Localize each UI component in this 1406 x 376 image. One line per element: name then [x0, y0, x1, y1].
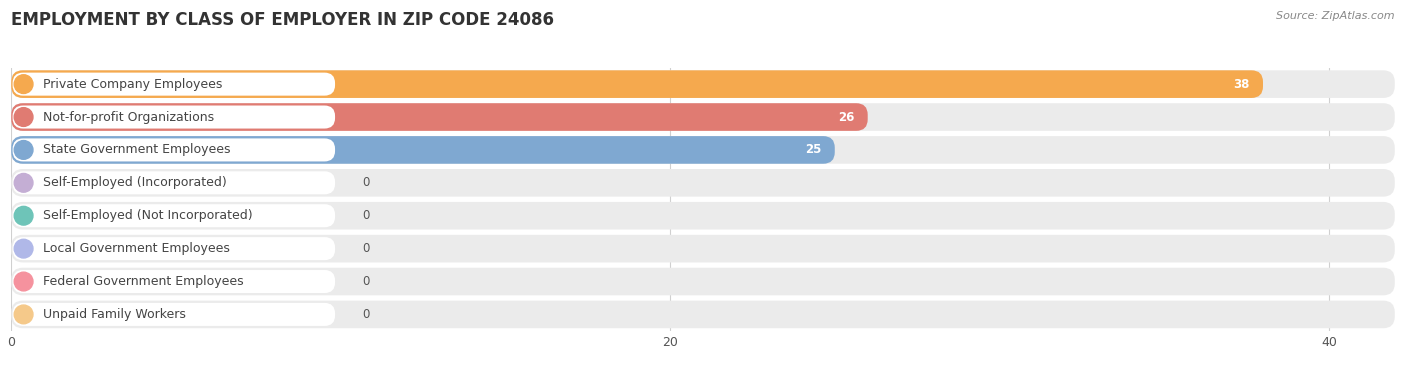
Text: Self-Employed (Incorporated): Self-Employed (Incorporated) [42, 176, 226, 190]
FancyBboxPatch shape [11, 169, 1395, 197]
FancyBboxPatch shape [13, 204, 335, 227]
Text: 0: 0 [363, 242, 370, 255]
Text: 0: 0 [363, 176, 370, 190]
FancyBboxPatch shape [11, 136, 1395, 164]
Text: 0: 0 [363, 275, 370, 288]
FancyBboxPatch shape [13, 303, 335, 326]
FancyBboxPatch shape [13, 138, 335, 161]
Circle shape [14, 173, 32, 192]
Text: 38: 38 [1233, 77, 1250, 91]
FancyBboxPatch shape [11, 103, 1395, 131]
Text: 25: 25 [806, 143, 821, 156]
FancyBboxPatch shape [13, 237, 335, 260]
Circle shape [14, 108, 32, 126]
Text: Private Company Employees: Private Company Employees [42, 77, 222, 91]
FancyBboxPatch shape [13, 73, 335, 96]
FancyBboxPatch shape [13, 270, 335, 293]
Text: Source: ZipAtlas.com: Source: ZipAtlas.com [1277, 11, 1395, 21]
Circle shape [14, 75, 32, 94]
Text: 26: 26 [838, 111, 855, 124]
FancyBboxPatch shape [11, 70, 1395, 98]
FancyBboxPatch shape [11, 136, 835, 164]
FancyBboxPatch shape [11, 70, 1263, 98]
Circle shape [14, 141, 32, 159]
FancyBboxPatch shape [11, 202, 1395, 229]
Text: Self-Employed (Not Incorporated): Self-Employed (Not Incorporated) [42, 209, 253, 222]
Text: 0: 0 [363, 209, 370, 222]
Text: Not-for-profit Organizations: Not-for-profit Organizations [42, 111, 214, 124]
Circle shape [14, 239, 32, 258]
FancyBboxPatch shape [13, 171, 335, 194]
FancyBboxPatch shape [13, 106, 335, 129]
Circle shape [14, 206, 32, 225]
Text: State Government Employees: State Government Employees [42, 143, 231, 156]
Text: Local Government Employees: Local Government Employees [42, 242, 229, 255]
Circle shape [14, 272, 32, 291]
Text: 0: 0 [363, 308, 370, 321]
Text: Federal Government Employees: Federal Government Employees [42, 275, 243, 288]
FancyBboxPatch shape [11, 235, 1395, 262]
Text: EMPLOYMENT BY CLASS OF EMPLOYER IN ZIP CODE 24086: EMPLOYMENT BY CLASS OF EMPLOYER IN ZIP C… [11, 11, 554, 29]
FancyBboxPatch shape [11, 301, 1395, 328]
Text: Unpaid Family Workers: Unpaid Family Workers [42, 308, 186, 321]
FancyBboxPatch shape [11, 103, 868, 131]
Circle shape [14, 305, 32, 324]
FancyBboxPatch shape [11, 268, 1395, 296]
